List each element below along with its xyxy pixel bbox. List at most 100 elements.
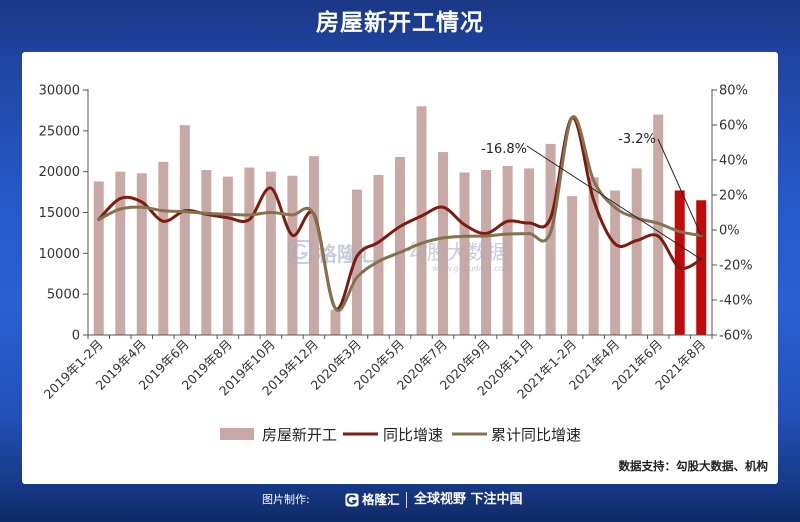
point-cumulative-yoy-growth-19 — [505, 231, 511, 237]
right-axis-tick-label-3: 0% — [719, 224, 740, 239]
left-axis-tick-label-2: 10000 — [39, 247, 80, 262]
point-cumulative-yoy-growth-21 — [548, 229, 554, 235]
point-yoy-growth-24 — [612, 241, 618, 247]
point-cumulative-yoy-growth-7 — [246, 212, 252, 218]
bar-new-starts-24 — [610, 190, 621, 335]
bar-new-starts-7 — [244, 167, 255, 335]
point-cumulative-yoy-growth-4 — [182, 209, 188, 215]
point-cumulative-yoy-growth-26 — [655, 220, 661, 226]
chart-card: 格隆汇 勾股大数据 www.gogudata.com 0 5000 10000 150… — [22, 52, 778, 484]
point-yoy-growth-9 — [289, 232, 295, 238]
bar-new-starts-13 — [373, 174, 384, 335]
point-cumulative-yoy-growth-5 — [203, 210, 209, 216]
point-cumulative-yoy-growth-20 — [526, 231, 532, 237]
right-axis-tick-label-1: -40% — [719, 294, 753, 309]
point-cumulative-yoy-growth-23 — [591, 178, 597, 184]
point-cumulative-yoy-growth-8 — [268, 210, 274, 216]
point-cumulative-yoy-growth-16 — [440, 235, 446, 241]
footer-slogan: 全球视野 下注中国 — [414, 492, 523, 507]
bar-new-starts-6 — [222, 176, 233, 335]
point-yoy-growth-1 — [117, 196, 123, 202]
watermark-logo-icon — [288, 240, 312, 264]
footer-divider — [406, 492, 407, 508]
point-yoy-growth-8 — [268, 185, 274, 191]
legend-label-cumulative-yoy-growth: 累计同比增速 — [491, 426, 581, 444]
annotation-label-cumulative-yoy-growth: -3.2% — [618, 132, 656, 147]
bar-new-starts-0 — [93, 181, 104, 335]
left-axis-tick-label-6: 30000 — [39, 84, 80, 99]
point-cumulative-yoy-growth-3 — [160, 208, 166, 214]
lines-layer — [96, 114, 703, 313]
bar-new-starts-1 — [115, 171, 126, 335]
legend-label-new-starts: 房屋新开工 — [262, 426, 337, 444]
point-yoy-growth-23 — [591, 197, 597, 203]
bar-new-starts-28 — [696, 200, 707, 335]
point-cumulative-yoy-growth-12 — [354, 274, 360, 280]
point-yoy-growth-2 — [139, 199, 145, 205]
bars-layer — [93, 106, 707, 336]
point-yoy-growth-17 — [462, 222, 468, 228]
watermark-logo-glyph — [292, 243, 309, 260]
point-cumulative-yoy-growth-24 — [612, 205, 618, 211]
right-axis-tick-label-5: 40% — [719, 154, 748, 169]
point-cumulative-yoy-growth-13 — [375, 259, 381, 265]
left-axis-tick-label-1: 5000 — [47, 288, 80, 303]
bar-new-starts-12 — [351, 189, 362, 335]
annotation-label-yoy-growth: -16.8% — [481, 142, 527, 157]
right-axis-tick-label-7: 80% — [719, 84, 748, 99]
bar-new-starts-20 — [524, 168, 535, 335]
bar-new-starts-23 — [588, 177, 599, 335]
point-yoy-growth-26 — [655, 233, 661, 239]
point-cumulative-yoy-growth-10 — [311, 212, 317, 218]
point-yoy-growth-25 — [634, 238, 640, 244]
point-cumulative-yoy-growth-17 — [462, 233, 468, 239]
point-yoy-growth-15 — [419, 213, 425, 219]
bar-new-starts-9 — [287, 175, 298, 335]
point-yoy-growth-3 — [160, 218, 166, 224]
point-cumulative-yoy-growth-11 — [332, 306, 338, 312]
bar-new-starts-14 — [395, 156, 405, 335]
left-axis-tick-label-3: 15000 — [39, 206, 80, 221]
page-title: 房屋新开工情况 — [316, 10, 484, 36]
right-axis-tick-label-6: 60% — [719, 119, 748, 134]
point-cumulative-yoy-growth-9 — [289, 212, 295, 218]
bar-new-starts-5 — [201, 170, 212, 335]
data-source: 数据支持：勾股大数据、机构 — [619, 459, 769, 473]
point-yoy-growth-20 — [526, 220, 532, 226]
point-yoy-growth-27 — [677, 265, 683, 271]
line-cumulative-yoy-growth — [97, 115, 703, 313]
legend-swatch-new-starts — [220, 428, 254, 440]
right-axis-tick-label-0: -60% — [719, 329, 753, 344]
point-yoy-growth-13 — [375, 239, 381, 245]
point-cumulative-yoy-growth-6 — [225, 211, 231, 217]
chart: 格隆汇 勾股大数据 www.gogudata.com 0500010000150… — [39, 84, 769, 474]
point-cumulative-yoy-growth-14 — [397, 249, 403, 255]
annotation-leader-cumulative-yoy-growth — [657, 138, 702, 236]
left-axis-tick-label-4: 20000 — [39, 165, 80, 180]
bar-new-starts-4 — [179, 125, 190, 336]
point-yoy-growth-16 — [440, 204, 446, 210]
point-yoy-growth-12 — [354, 253, 360, 259]
bar-new-starts-17 — [459, 172, 470, 335]
watermark-url: www.gogudata.com — [432, 264, 511, 273]
left-axis-tick-label-0: 0 — [72, 329, 80, 344]
point-yoy-growth-19 — [505, 218, 511, 224]
point-cumulative-yoy-growth-1 — [117, 206, 123, 212]
annotations: -16.8% -3.2% — [481, 132, 702, 260]
gelonghui-logo-icon — [345, 493, 359, 507]
bar-new-starts-21 — [545, 143, 556, 335]
legend: 房屋新开工 同比增速 累计同比增速 — [220, 426, 581, 444]
bar-new-starts-27 — [674, 190, 685, 335]
x-tick-label-0: 2019年1-2月 — [41, 337, 106, 402]
point-cumulative-yoy-growth-22 — [569, 114, 575, 120]
bar-new-starts-8 — [265, 171, 276, 335]
bar-new-starts-18 — [481, 170, 492, 335]
point-yoy-growth-14 — [397, 224, 403, 230]
right-axis-tick-label-4: 20% — [719, 189, 748, 204]
bar-new-starts-15 — [416, 106, 427, 335]
bar-new-starts-25 — [631, 168, 642, 335]
point-cumulative-yoy-growth-0 — [96, 217, 102, 223]
bar-new-starts-2 — [136, 173, 147, 335]
bar-new-starts-11 — [330, 309, 341, 335]
point-cumulative-yoy-growth-27 — [677, 229, 683, 235]
